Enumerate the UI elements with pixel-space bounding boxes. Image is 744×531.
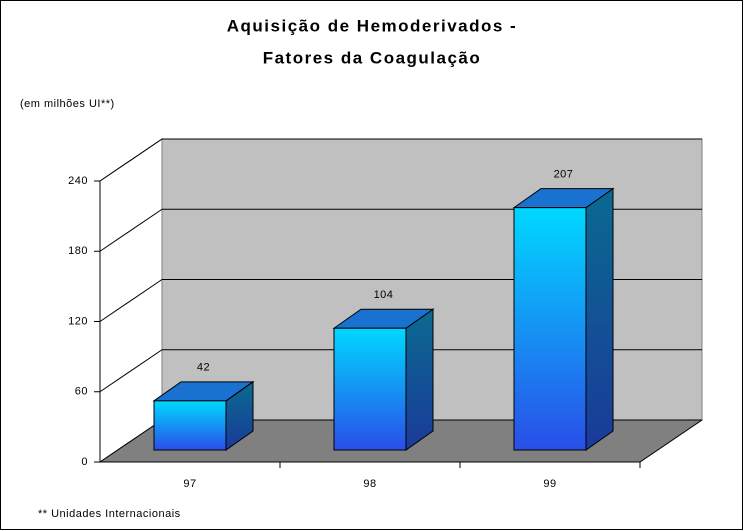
bar-side bbox=[585, 187, 614, 451]
y-tick-label: 120 bbox=[68, 315, 88, 327]
x-tick-label: 98 bbox=[363, 478, 376, 490]
grid-line bbox=[99, 279, 163, 322]
chart-subtitle: Fatores da Coagulação bbox=[263, 48, 482, 67]
grid-line bbox=[99, 208, 163, 252]
chart-title: Aquisição de Hemoderivados - bbox=[227, 16, 517, 35]
data-label: 42 bbox=[197, 362, 210, 374]
bar bbox=[513, 207, 587, 451]
footnote: ** Unidades Internacionais bbox=[38, 508, 181, 520]
y-tick-label: 0 bbox=[81, 456, 88, 468]
data-label: 207 bbox=[554, 169, 574, 181]
y-tick-label: 240 bbox=[68, 175, 88, 187]
grid-line bbox=[99, 138, 163, 182]
plot-area: 0 60 120 180 240 97 42 98 104 99 207 bbox=[68, 138, 704, 490]
data-label: 104 bbox=[374, 289, 394, 301]
bar bbox=[153, 400, 227, 451]
bar bbox=[333, 327, 407, 451]
x-tick-label: 99 bbox=[543, 478, 556, 490]
y-tick-label: 60 bbox=[75, 386, 88, 398]
y-axis-label: (em milhões UI**) bbox=[20, 98, 115, 110]
grid-line bbox=[99, 349, 163, 393]
bar-side bbox=[405, 308, 434, 451]
y-tick-label: 180 bbox=[68, 245, 88, 257]
grid-line bbox=[99, 419, 163, 463]
floor-edge bbox=[639, 419, 703, 463]
x-tick-label: 97 bbox=[183, 478, 196, 490]
